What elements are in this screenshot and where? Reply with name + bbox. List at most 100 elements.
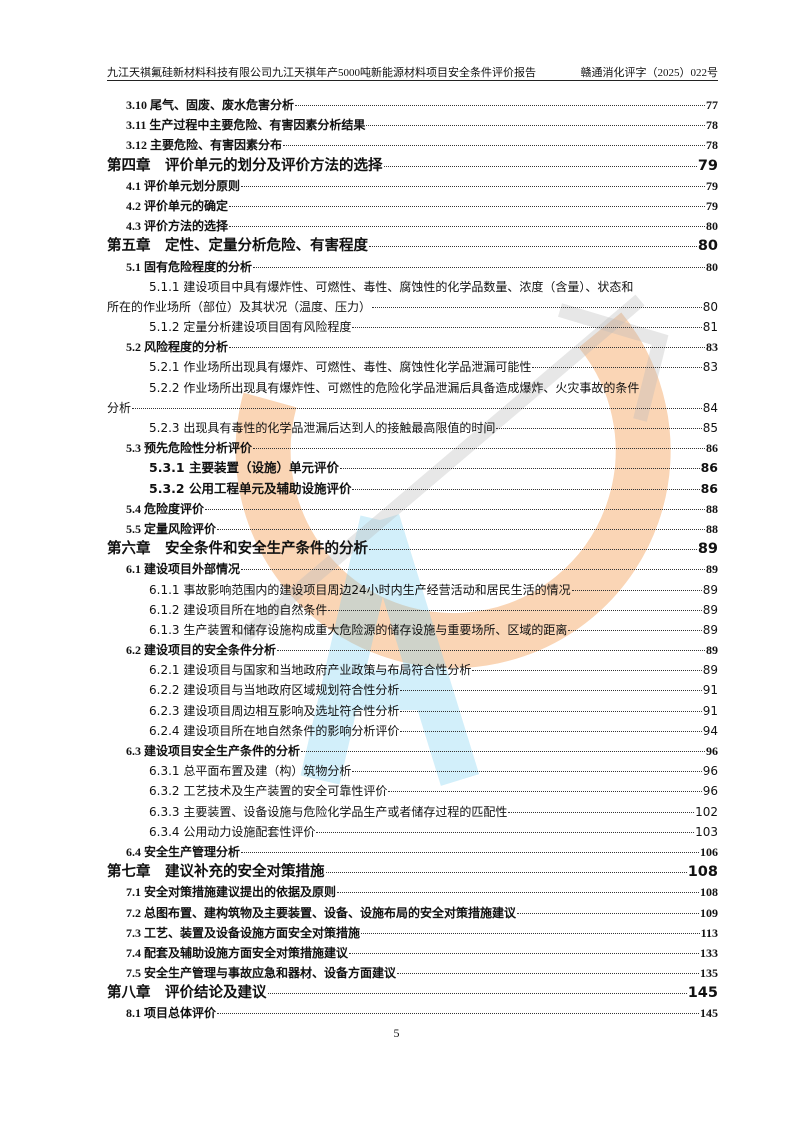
toc-entry[interactable]: 4.1 评价单元划分原则 79 (107, 176, 718, 196)
toc-entry-page: 89 (706, 643, 718, 658)
toc-entry-title: 4.2 评价单元的确定 (126, 198, 229, 213)
toc-entry-title: 4.3 评价方法的选择 (126, 219, 229, 234)
toc-entry[interactable]: 5.3.2 公用工程单元及辅助设施评价 86 (107, 479, 718, 499)
toc-entry[interactable]: 5.1 固有危险程度的分析 80 (107, 257, 718, 277)
toc-entry[interactable]: 6.3.3 主要装置、设备设施与危险化学品生产或者储存过程的匹配性 102 (107, 802, 718, 822)
dot-leader (301, 751, 705, 752)
toc-entry-title: 5.3.1 主要装置（设施）单元评价 (149, 460, 339, 476)
toc-entry[interactable]: 第七章 建议补充的安全对策措施 108 (107, 862, 718, 882)
toc-entry[interactable]: 5.2.1 作业场所出现具有爆炸、可燃性、毒性、腐蚀性化学品泄漏可能性 83 (107, 357, 718, 377)
dot-leader (369, 246, 697, 248)
toc-entry[interactable]: 6.2.2 建设项目与当地政府区域规划符合性分析 91 (107, 680, 718, 700)
toc-entry-title: 所在的作业场所（部位）及其状况（温度、压力） (107, 299, 372, 314)
toc-entry-title: 6.1 建设项目外部情况 (126, 562, 241, 577)
toc-entry[interactable]: 分析 84 (107, 398, 718, 418)
toc-entry-title: 6.2.4 建设项目所在地自然条件的影响分析评价 (149, 723, 400, 738)
toc-entry[interactable]: 6.2.1 建设项目与国家和当地政府产业政策与布局符合性分析 89 (107, 660, 718, 680)
dot-leader (132, 407, 702, 409)
toc-entry[interactable]: 8.1 项目总体评价 145 (107, 1003, 718, 1023)
dot-leader (369, 549, 697, 551)
toc-entry[interactable]: 5.2.3 出现具有毒性的化学品泄漏后达到人的接触最高限值的时间 85 (107, 418, 718, 438)
toc-entry-page: 86 (706, 441, 718, 456)
toc-entry-page: 84 (702, 400, 718, 415)
toc-entry[interactable]: 7.2 总图布置、建构筑物及主要装置、设备、设施布局的安全对策措施建议 109 (107, 903, 718, 923)
toc-entry-page: 80 (706, 259, 718, 274)
toc-entry-page: 89 (702, 622, 718, 637)
toc-entry[interactable]: 7.3 工艺、装置及设备设施方面安全对策措施 113 (107, 923, 718, 943)
toc-entry[interactable]: 6.3.1 总平面布置及建（构）筑物分析 96 (107, 761, 718, 781)
dot-leader (352, 488, 700, 490)
dot-leader (400, 710, 702, 712)
toc-entry-page: 86 (700, 480, 718, 496)
dot-leader (352, 327, 702, 329)
toc-entry[interactable]: 4.2 评价单元的确定 79 (107, 196, 718, 216)
dot-leader (508, 811, 695, 813)
toc-entry[interactable]: 第八章 评价结论及建议 145 (107, 983, 718, 1003)
dot-leader (328, 609, 702, 611)
toc-entry-page: 81 (702, 320, 718, 335)
header-doc-number: 赣通消化评字（2025）022号 (580, 67, 719, 79)
dot-leader (337, 892, 699, 894)
dot-leader (472, 670, 702, 672)
toc-entry-page: 135 (700, 966, 718, 981)
toc-entry-title: 7.4 配套及辅助设施方面安全对策措施建议 (126, 945, 349, 960)
toc-entry-title: 5.2.3 出现具有毒性的化学品泄漏后达到人的接触最高限值的时间 (149, 421, 496, 435)
toc-entry[interactable]: 3.10 尾气、固废、废水危害分析 77 (107, 95, 718, 115)
toc-entry[interactable]: 所在的作业场所（部位）及其状况（温度、压力） 80 (107, 297, 718, 317)
toc-entry-title: 7.1 安全对策措施建议提出的依据及原则 (126, 885, 337, 900)
toc-entry[interactable]: 4.3 评价方法的选择 80 (107, 216, 718, 236)
toc-entry-title: 第四章 评价单元的划分及评价方法的选择 (107, 157, 383, 174)
toc-entry-page: 80 (702, 299, 718, 314)
toc-entry[interactable]: 5.5 定量风险评价 88 (107, 519, 718, 539)
toc-entry[interactable]: 5.2 风险程度的分析 83 (107, 337, 718, 357)
toc-entry-title: 6.2.1 建设项目与国家和当地政府产业政策与布局符合性分析 (149, 663, 472, 678)
toc-entry-page: 78 (706, 138, 718, 153)
toc-entry-page: 89 (702, 663, 718, 678)
dot-leader (361, 932, 700, 934)
toc-entry-title: 4.1 评价单元划分原则 (126, 178, 241, 193)
toc-entry[interactable]: 6.4 安全生产管理分析 106 (107, 842, 718, 862)
toc-entry[interactable]: 5.4 危险度评价 88 (107, 499, 718, 519)
toc-entry[interactable]: 6.1 建设项目外部情况 89 (107, 559, 718, 579)
toc-entry-page: 109 (700, 905, 718, 920)
toc-entry[interactable]: 5.1.2 定量分析建设项目固有风险程度 81 (107, 317, 718, 337)
dot-leader (352, 771, 702, 773)
toc-entry[interactable]: 5.2.2 作业场所出现具有爆炸性、可燃性的危险化学品泄漏后具备造成爆炸、火灾事… (107, 378, 718, 398)
toc-entry[interactable]: 6.2.4 建设项目所在地自然条件的影响分析评价 94 (107, 721, 718, 741)
dot-leader (316, 831, 695, 833)
toc-entry[interactable]: 6.3 建设项目安全生产条件的分析 96 (107, 741, 718, 761)
toc-entry-page: 96 (702, 764, 718, 779)
dot-leader (397, 973, 699, 975)
toc-entry[interactable]: 第六章 安全条件和安全生产条件的分析 89 (107, 539, 718, 559)
dot-leader (532, 367, 702, 369)
toc-entry-title: 第六章 安全条件和安全生产条件的分析 (107, 541, 368, 558)
toc-entry[interactable]: 6.3.4 公用动力设施配套性评价 103 (107, 822, 718, 842)
toc-entry[interactable]: 7.1 安全对策措施建议提出的依据及原则 108 (107, 882, 718, 902)
toc-entry-title: 7.2 总图布置、建构筑物及主要装置、设备、设施布局的安全对策措施建议 (126, 905, 517, 920)
toc-entry[interactable]: 7.5 安全生产管理与事故应急和器材、设备方面建议 135 (107, 963, 718, 983)
toc-entry-title: 5.5 定量风险评价 (126, 521, 217, 536)
toc-entry[interactable]: 6.1.1 事故影响范围内的建设项目周边24小时内生产经营活动和居民生活的情况 8… (107, 580, 718, 600)
toc-entry-title: 6.1.1 事故影响范围内的建设项目周边24小时内生产经营活动和居民生活的情况 (149, 582, 571, 597)
toc-entry-page: 89 (706, 562, 718, 577)
toc-entry[interactable]: 7.4 配套及辅助设施方面安全对策措施建议 133 (107, 943, 718, 963)
toc-entry-title: 第七章 建议补充的安全对策措施 (107, 864, 325, 881)
toc-entry[interactable]: 3.12 主要危险、有害因素分布 78 (107, 135, 718, 155)
toc-entry[interactable]: 5.3 预先危险性分析评价 86 (107, 438, 718, 458)
dot-leader (517, 912, 699, 914)
toc-entry[interactable]: 6.2 建设项目的安全条件分析 89 (107, 640, 718, 660)
toc-entry-title: 6.2 建设项目的安全条件分析 (126, 643, 277, 658)
toc-entry[interactable]: 第五章 定性、定量分析危险、有害程度 80 (107, 236, 718, 256)
toc-entry[interactable]: 5.3.1 主要装置（设施）单元评价 86 (107, 458, 718, 478)
toc-entry[interactable]: 6.3.2 工艺技术及生产装置的安全可靠性评价 96 (107, 781, 718, 801)
toc-entry-title: 7.5 安全生产管理与事故应急和器材、设备方面建议 (126, 966, 397, 981)
toc-entry[interactable]: 6.2.3 建设项目周边相互影响及选址符合性分析 91 (107, 701, 718, 721)
toc-entry[interactable]: 5.1.1 建设项目中具有爆炸性、可燃性、毒性、腐蚀性的化学品数量、浓度（含量）… (107, 277, 718, 297)
toc-entry-title: 5.1.1 建设项目中具有爆炸性、可燃性、毒性、腐蚀性的化学品数量、浓度（含量）… (149, 279, 634, 294)
dot-leader (241, 569, 705, 571)
toc-entry[interactable]: 6.1.3 生产装置和储存设施构成重大危险源的储存设施与重要场所、区域的距离 89 (107, 620, 718, 640)
toc-entry[interactable]: 6.1.2 建设项目所在地的自然条件 89 (107, 600, 718, 620)
page-header: 九江天祺氟硅新材料科技有限公司九江天祺年产5000吨新能源材料项目安全条件评价报… (107, 64, 718, 81)
toc-entry[interactable]: 第四章 评价单元的划分及评价方法的选择 79 (107, 156, 718, 176)
toc-entry[interactable]: 3.11 生产过程中主要危险、有害因素分析结果 78 (107, 115, 718, 135)
